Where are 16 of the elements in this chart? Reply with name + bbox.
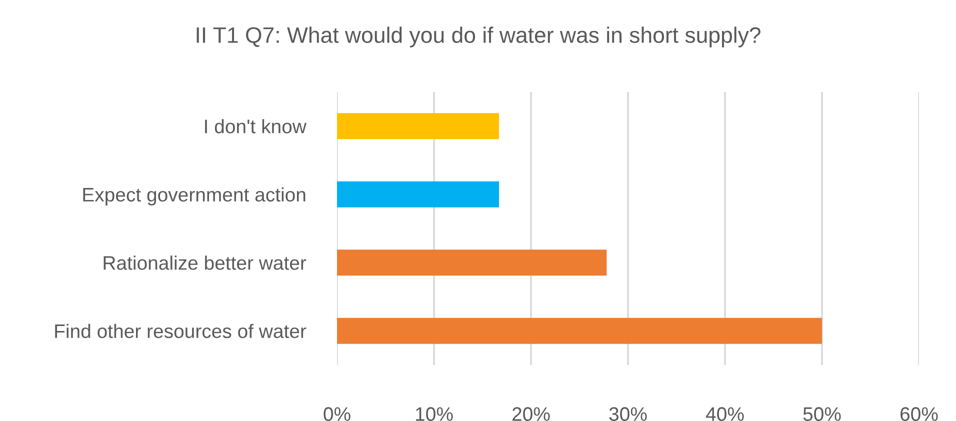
y-tick-label: I don't know (205, 119, 306, 134)
chart-title: II T1 Q7: What would you do if water was in short supply? (196, 26, 760, 48)
x-tick-label: 0% (324, 407, 350, 421)
x-tick-label: 10% (416, 407, 453, 421)
x-tick-label: 40% (706, 407, 744, 421)
y-tick-label: Rationalize better water (104, 256, 306, 270)
bar (337, 113, 499, 140)
x-tick-label: 30% (609, 407, 647, 421)
y-tick-label: Find other resources of water (55, 324, 306, 338)
x-tick-label: 20% (512, 407, 550, 421)
x-tick-label: 60% (900, 407, 938, 421)
bar (337, 318, 822, 344)
x-tick-label: 50% (803, 407, 841, 421)
y-tick-label: Expect government action (83, 187, 306, 206)
bar (337, 250, 607, 276)
bar (337, 181, 499, 208)
